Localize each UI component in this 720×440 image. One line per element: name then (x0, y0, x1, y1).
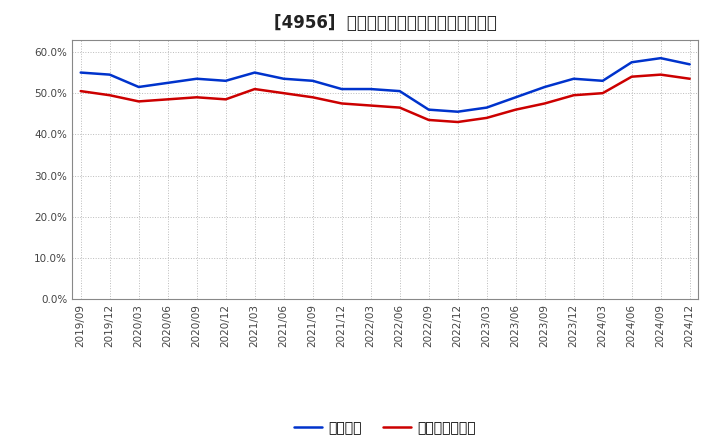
固定比率 (135, 84, 143, 90)
固定比率 (366, 86, 375, 92)
固定長期適合率 (598, 91, 607, 96)
固定比率 (685, 62, 694, 67)
固定長期適合率 (454, 119, 462, 125)
固定長期適合率 (105, 92, 114, 98)
固定長期適合率 (541, 101, 549, 106)
固定比率 (541, 84, 549, 90)
固定長期適合率 (221, 97, 230, 102)
固定比率 (251, 70, 259, 75)
固定比率 (221, 78, 230, 84)
固定比率 (338, 86, 346, 92)
固定比率 (395, 88, 404, 94)
固定比率 (598, 78, 607, 84)
固定長期適合率 (163, 97, 172, 102)
固定長期適合率 (366, 103, 375, 108)
固定長期適合率 (627, 74, 636, 79)
固定長期適合率 (76, 88, 85, 94)
固定比率 (76, 70, 85, 75)
固定比率 (511, 95, 520, 100)
固定長期適合率 (657, 72, 665, 77)
Title: [4956]  固定比率、固定長期適合率の推移: [4956] 固定比率、固定長期適合率の推移 (274, 15, 497, 33)
固定長期適合率 (395, 105, 404, 110)
固定長期適合率 (570, 92, 578, 98)
Line: 固定比率: 固定比率 (81, 58, 690, 112)
固定比率 (163, 80, 172, 85)
固定比率 (279, 76, 288, 81)
固定長期適合率 (135, 99, 143, 104)
固定長期適合率 (685, 76, 694, 81)
固定比率 (424, 107, 433, 112)
Legend: 固定比率, 固定長期適合率: 固定比率, 固定長期適合率 (289, 415, 482, 440)
固定比率 (482, 105, 491, 110)
固定長期適合率 (511, 107, 520, 112)
固定比率 (105, 72, 114, 77)
固定長期適合率 (424, 117, 433, 123)
固定比率 (627, 60, 636, 65)
固定長期適合率 (482, 115, 491, 121)
固定比率 (192, 76, 201, 81)
固定比率 (308, 78, 317, 84)
Line: 固定長期適合率: 固定長期適合率 (81, 75, 690, 122)
固定長期適合率 (251, 86, 259, 92)
固定比率 (657, 55, 665, 61)
固定比率 (454, 109, 462, 114)
固定長期適合率 (279, 91, 288, 96)
固定長期適合率 (338, 101, 346, 106)
固定長期適合率 (308, 95, 317, 100)
固定比率 (570, 76, 578, 81)
固定長期適合率 (192, 95, 201, 100)
